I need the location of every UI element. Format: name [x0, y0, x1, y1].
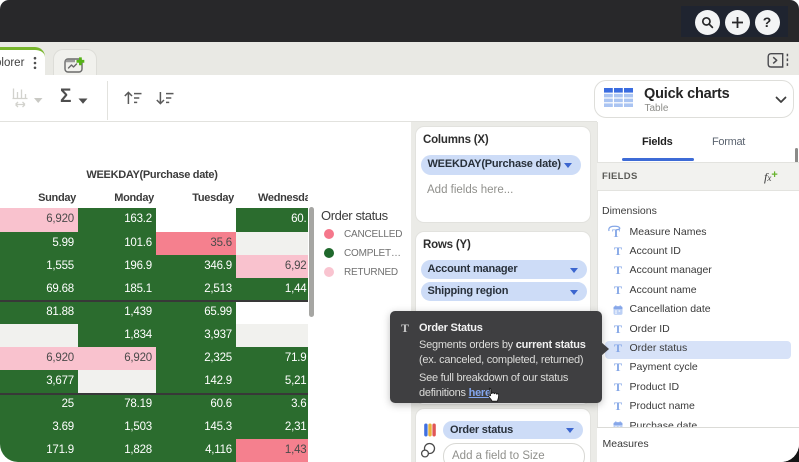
svg-text:T: T	[612, 226, 620, 240]
